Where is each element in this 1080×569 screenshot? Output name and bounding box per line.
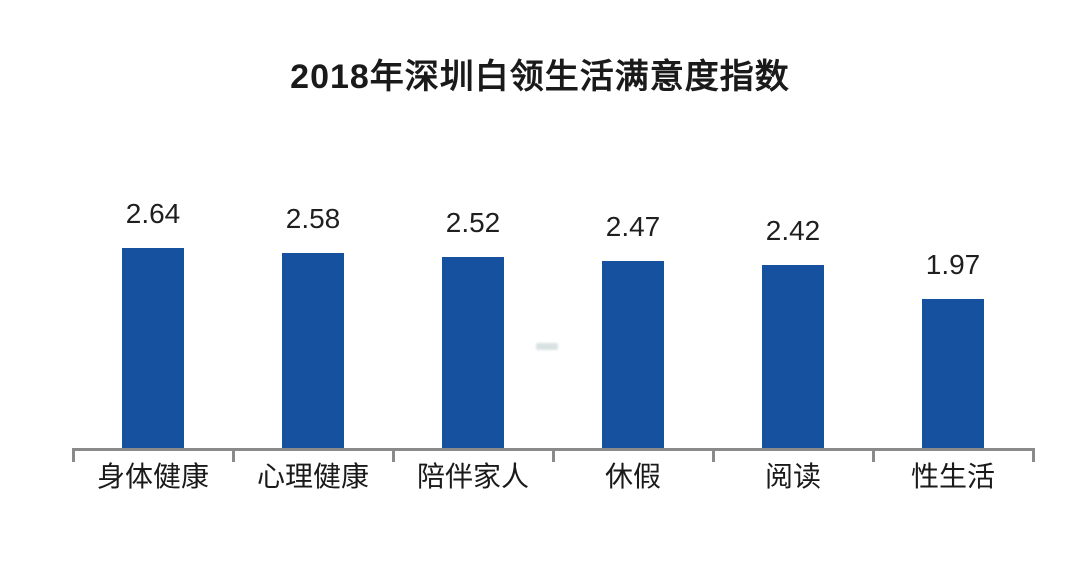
bar (762, 265, 824, 448)
x-axis-tick (72, 448, 75, 462)
x-axis-tick (1032, 448, 1035, 462)
x-axis-tick (712, 448, 715, 462)
bar-value-label: 1.97 (925, 249, 981, 280)
bar (282, 253, 344, 448)
bar-group: 2.42 (713, 215, 873, 448)
bar-value-label: 2.47 (605, 211, 661, 242)
bar-value-label: 2.42 (765, 215, 821, 246)
bar (922, 299, 984, 448)
bar-value-label: 2.64 (125, 198, 181, 229)
category-label: 陪伴家人 (416, 461, 529, 492)
category-label: 阅读 (764, 461, 821, 492)
smudge-artifact (536, 343, 558, 350)
x-axis-tick (872, 448, 875, 462)
bar-value-label: 2.52 (445, 207, 501, 238)
bar-group: 1.97 (873, 249, 1033, 448)
bar-group: 2.58 (233, 203, 393, 448)
chart-title: 2018年深圳白领生活满意度指数 (290, 58, 790, 96)
bar-group: 2.52 (393, 207, 553, 448)
category-label: 休假 (604, 461, 661, 492)
bar-group: 2.64 (73, 198, 233, 448)
bar (442, 257, 504, 448)
bar-value-label: 2.58 (285, 203, 341, 234)
category-label: 性生活 (910, 461, 995, 492)
x-axis-tick (232, 448, 235, 462)
x-axis-tick (552, 448, 555, 462)
bar (602, 261, 664, 448)
bar-group: 2.47 (553, 211, 713, 448)
category-label: 身体健康 (96, 461, 209, 492)
category-label: 心理健康 (256, 461, 369, 492)
x-axis-tick (392, 448, 395, 462)
bar (122, 248, 184, 448)
